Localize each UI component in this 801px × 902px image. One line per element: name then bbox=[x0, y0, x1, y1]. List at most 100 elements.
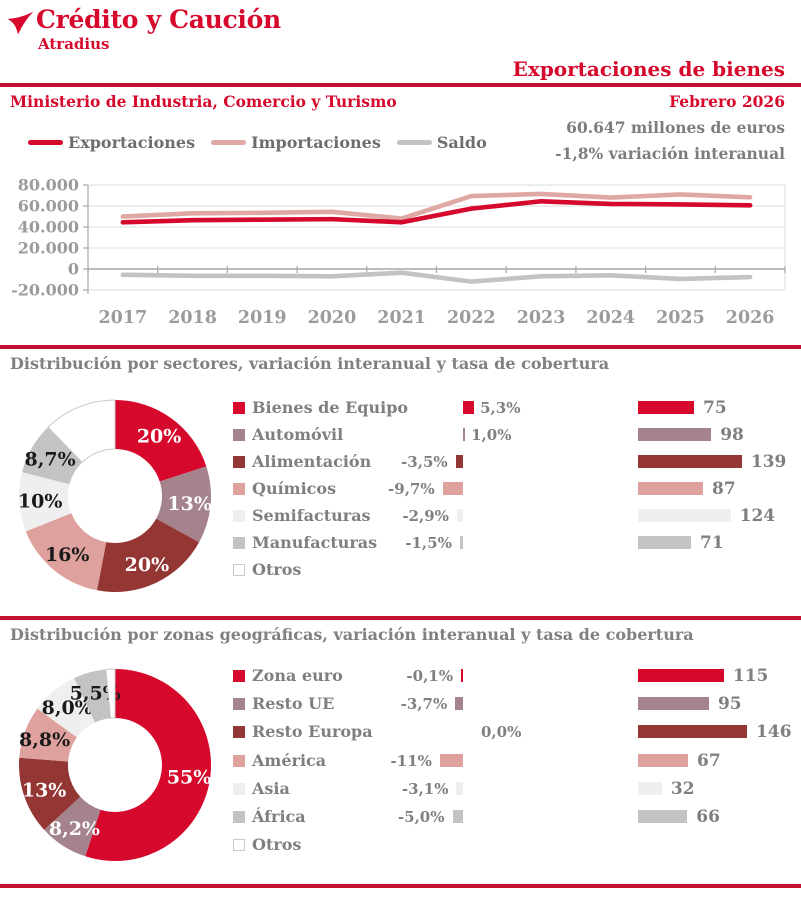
legend-chip bbox=[233, 564, 245, 576]
coverage-value: 67 bbox=[697, 750, 721, 771]
y-tick-label: 0 bbox=[68, 260, 79, 279]
coverage-bar bbox=[638, 697, 709, 711]
coverage-value: 115 bbox=[732, 666, 769, 686]
y-tick-label: -20.000 bbox=[11, 281, 79, 300]
coverage-bar bbox=[638, 669, 724, 682]
donut-slice-label: 55% bbox=[167, 767, 212, 789]
legend-swatch bbox=[28, 140, 63, 145]
legend-swatch bbox=[396, 140, 432, 145]
donut-slice bbox=[44, 796, 101, 857]
legend-item-label: Manufacturas bbox=[252, 533, 378, 552]
x-tick-label: 2021 bbox=[377, 308, 426, 328]
variation-bar bbox=[455, 697, 463, 711]
donut-slice bbox=[19, 708, 77, 762]
donut-slice-label: 16% bbox=[45, 544, 90, 566]
variation-value: 0,0% bbox=[481, 723, 522, 742]
donut-slice bbox=[25, 513, 107, 591]
variation-bar bbox=[461, 669, 463, 682]
legend-chip bbox=[233, 670, 245, 682]
coverage-value: 95 bbox=[717, 694, 742, 715]
donut-slice bbox=[115, 400, 207, 482]
donut-slice-label: 8,0% bbox=[42, 697, 93, 719]
y-tick-label: 60.000 bbox=[18, 197, 79, 216]
donut-slice bbox=[22, 427, 83, 485]
coverage-value: 146 bbox=[756, 722, 792, 743]
legend-item-label: Bienes de Equipo bbox=[252, 398, 409, 417]
donut-slice-label: 8,8% bbox=[19, 729, 70, 751]
legend-swatch bbox=[211, 140, 247, 145]
logo-title: Crédito y Caución bbox=[36, 5, 281, 34]
x-tick-label: 2025 bbox=[656, 308, 705, 328]
legend-chip bbox=[233, 402, 245, 414]
variation-bar bbox=[459, 536, 463, 549]
zones-section: Distribución por zonas geográficas, vari… bbox=[0, 616, 801, 878]
legend-item-label: Semifacturas bbox=[252, 506, 371, 525]
coverage-bar bbox=[638, 401, 695, 414]
x-tick-label: 2022 bbox=[447, 308, 496, 328]
variation-bar bbox=[456, 509, 463, 522]
coverage-value: 71 bbox=[700, 533, 724, 553]
coverage-bar bbox=[638, 536, 692, 549]
coverage-bar bbox=[638, 753, 689, 767]
x-tick-label: 2018 bbox=[168, 308, 217, 328]
legend-item-label: Alimentación bbox=[252, 452, 372, 471]
y-tick-label: 20.000 bbox=[18, 239, 79, 258]
legend-item-label: Químicos bbox=[252, 479, 337, 498]
legend-chip bbox=[233, 839, 245, 852]
donut-slice-label: 20% bbox=[137, 425, 182, 447]
y-tick-label: 80.000 bbox=[18, 178, 79, 195]
legend-item-label: Asia bbox=[252, 778, 290, 798]
header-rule bbox=[0, 83, 801, 87]
sectors-donut-chart: 20% 13% 20% 16% 10% 8,7% bbox=[18, 399, 212, 592]
headline-variation: -1,8% variación interanual bbox=[555, 144, 785, 163]
donut-slice bbox=[156, 466, 211, 543]
legend-item-label: Otros bbox=[252, 835, 302, 855]
donut-slice-label: 8,2% bbox=[49, 818, 100, 840]
legend-item-label: Otros bbox=[252, 560, 302, 579]
sectors-section: Distribución por sectores, variación int… bbox=[0, 345, 801, 616]
variation-value: -1,5% bbox=[405, 534, 452, 552]
brand-mark-icon bbox=[7, 11, 34, 35]
donut-slice bbox=[18, 757, 81, 830]
legend-item-label: Zona euro bbox=[252, 666, 343, 685]
coverage-bar bbox=[638, 810, 688, 823]
variation-value: -3,1% bbox=[401, 779, 449, 798]
coverage-bar bbox=[638, 455, 742, 468]
source-label: Ministerio de Industria, Comercio y Turi… bbox=[10, 92, 397, 111]
zones-donut-chart: 55%8,2%13%8,8%8,0%5,5% bbox=[18, 668, 212, 861]
legend-item-label: Resto Europa bbox=[252, 722, 373, 742]
zones-section-title: Distribución por zonas geográficas, vari… bbox=[10, 625, 694, 644]
coverage-value: 124 bbox=[739, 506, 776, 526]
legend-series-label: Exportaciones bbox=[68, 133, 196, 152]
variation-bar bbox=[452, 810, 463, 823]
coverage-bar bbox=[638, 482, 703, 495]
donut-slice-label: 13% bbox=[22, 780, 67, 802]
x-tick-label: 2026 bbox=[726, 308, 775, 328]
variation-value: 1,0% bbox=[471, 426, 512, 444]
legend-item-label: Resto UE bbox=[252, 694, 335, 714]
coverage-value: 66 bbox=[696, 807, 720, 827]
coverage-value: 98 bbox=[720, 425, 744, 445]
section-rule bbox=[0, 345, 801, 349]
x-tick-label: 2023 bbox=[517, 308, 566, 328]
x-tick-label: 2024 bbox=[586, 308, 635, 328]
x-tick-label: 2020 bbox=[308, 308, 357, 328]
variation-value: -9,7% bbox=[388, 480, 435, 498]
legend-chip bbox=[233, 537, 245, 549]
donut-slice bbox=[37, 678, 95, 738]
x-tick-label: 2019 bbox=[238, 308, 287, 328]
variation-bar bbox=[439, 753, 463, 767]
coverage-value: 139 bbox=[750, 452, 787, 472]
legend-series-label: Importaciones bbox=[251, 133, 381, 152]
donut-slice bbox=[19, 472, 72, 532]
variation-value: -3,7% bbox=[400, 695, 448, 714]
donut-slice-label: 20% bbox=[125, 554, 170, 576]
coverage-bar bbox=[638, 725, 748, 739]
legend-item-label: Automóvil bbox=[252, 425, 344, 444]
variation-bar bbox=[463, 428, 466, 441]
donut-slice-label: 10% bbox=[18, 491, 63, 513]
headline-value: 60.647 millones de euros bbox=[566, 118, 785, 137]
trend-legend: Exportaciones Importaciones Saldo bbox=[28, 133, 503, 152]
x-tick-label: 2017 bbox=[98, 308, 147, 328]
